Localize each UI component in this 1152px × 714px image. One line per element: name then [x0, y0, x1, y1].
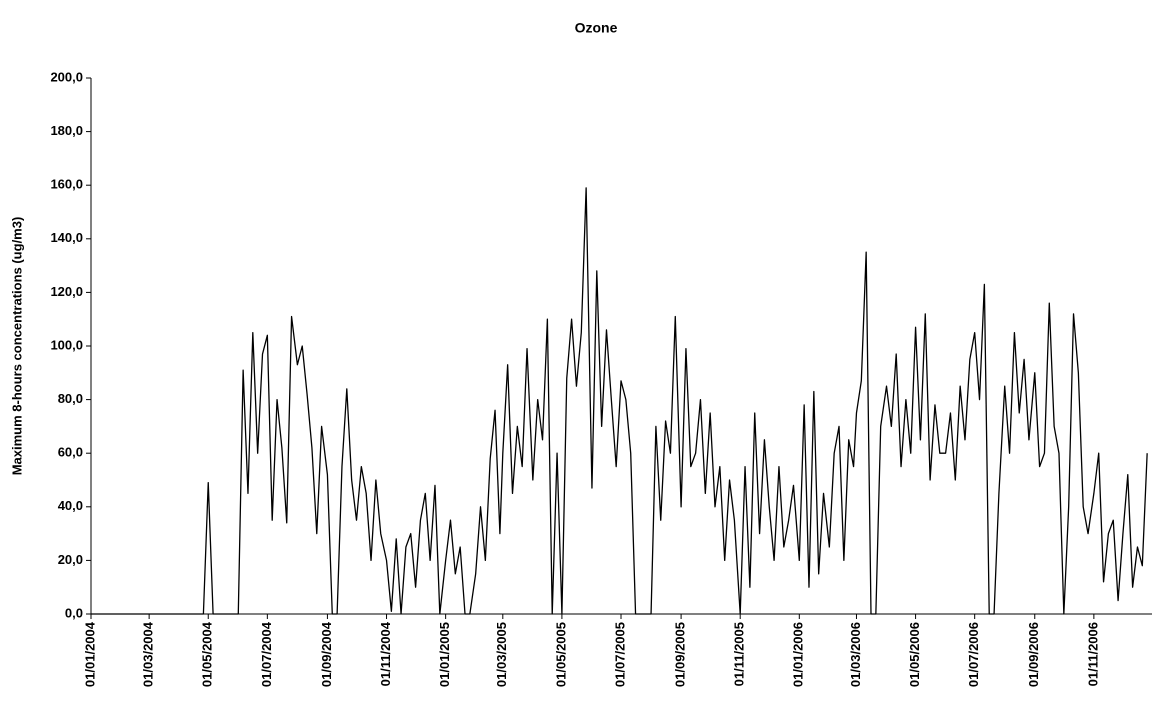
x-tick-label: 01/03/2004: [141, 621, 156, 687]
chart-title: Ozone: [575, 20, 618, 36]
y-tick-label: 60,0: [58, 445, 83, 460]
data-line: [91, 187, 1148, 615]
x-tick-label: 01/01/2004: [82, 621, 97, 687]
x-tick-label: 01/01/2006: [791, 622, 806, 687]
y-tick-label: 200,0: [50, 69, 83, 84]
x-tick-label: 01/09/2006: [1026, 622, 1041, 687]
x-tick-label: 01/05/2006: [907, 622, 922, 687]
y-tick-label: 140,0: [50, 230, 83, 245]
x-tick-label: 01/09/2005: [673, 622, 688, 687]
x-tick-label: 01/03/2006: [848, 622, 863, 687]
y-tick-label: 0,0: [65, 605, 83, 620]
x-tick-label: 01/05/2005: [553, 622, 568, 687]
y-tick-label: 160,0: [50, 177, 83, 192]
y-axis-label: Maximum 8-hours concentrations (ug/m3): [9, 217, 24, 476]
x-tick-label: 01/11/2004: [378, 621, 393, 686]
y-tick-label: 180,0: [50, 123, 83, 138]
y-tick-label: 100,0: [50, 337, 83, 352]
x-tick-label: 01/11/2006: [1085, 622, 1100, 686]
x-tick-label: 01/09/2004: [319, 621, 334, 687]
y-tick-label: 40,0: [58, 498, 83, 513]
x-tick-label: 01/07/2006: [966, 622, 981, 687]
y-tick-label: 120,0: [50, 284, 83, 299]
x-tick-label: 01/07/2004: [259, 621, 274, 687]
x-tick-label: 01/01/2005: [437, 622, 452, 687]
y-tick-label: 20,0: [58, 552, 83, 567]
y-tick-label: 80,0: [58, 391, 83, 406]
x-tick-label: 01/03/2005: [494, 622, 509, 687]
x-tick-label: 01/11/2005: [732, 622, 747, 686]
x-tick-label: 01/05/2004: [200, 621, 215, 687]
x-tick-label: 01/07/2005: [612, 622, 627, 687]
